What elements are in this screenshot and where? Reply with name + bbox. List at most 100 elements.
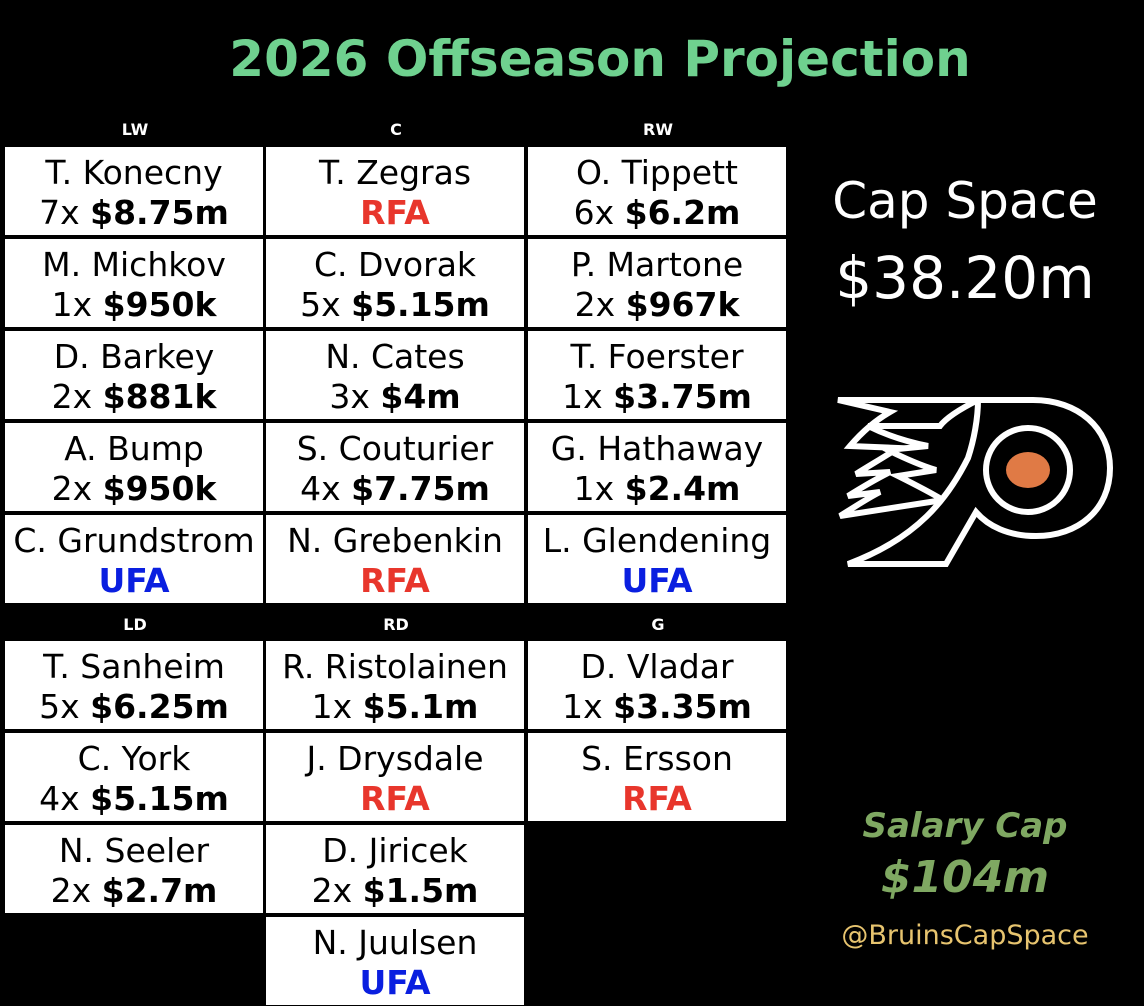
contract-amount: $6.2m (624, 193, 741, 232)
contract-status: UFA (266, 963, 524, 1003)
contract-amount: $7.75m (351, 469, 490, 508)
player-name: D. Vladar (580, 647, 734, 686)
forward-cell: D. Barkey 2x $881k (5, 331, 263, 419)
forward-cell: G. Hathaway 1x $2.4m (528, 423, 786, 511)
contract-amount: $2.4m (624, 469, 741, 508)
contract-years: 3x (329, 377, 370, 416)
player-name: L. Glendening (542, 521, 772, 560)
player-name: R. Ristolainen (282, 647, 508, 686)
defense-cell: R. Ristolainen 1x $5.1m (266, 641, 524, 729)
contract-terms: 2x $1.5m (266, 871, 524, 911)
contract-terms: 1x $2.4m (528, 469, 786, 509)
contract-terms: 5x $6.25m (5, 687, 263, 727)
player-name: N. Grebenkin (287, 521, 503, 560)
cap-space-value: $38.20m (835, 244, 1095, 312)
defense-cell: C. York 4x $5.15m (5, 733, 263, 821)
player-name: C. York (77, 739, 191, 778)
contract-amount: $1.5m (362, 871, 479, 910)
defense-cell: T. Sanheim 5x $6.25m (5, 641, 263, 729)
contract-amount: $6.25m (90, 687, 229, 726)
contract-years: 1x (562, 377, 603, 416)
header-lw: LW (121, 120, 149, 139)
contract-years: 2x (51, 469, 93, 508)
contract-terms: 7x $8.75m (5, 193, 263, 233)
contract-amount: $2.7m (101, 871, 218, 910)
player-name: S. Ersson (581, 739, 733, 778)
rfa-badge: RFA (360, 779, 430, 818)
contract-amount: $881k (102, 377, 217, 416)
contract-years: 6x (573, 193, 615, 232)
contract-amount: $967k (625, 285, 740, 324)
contract-terms: 1x $5.1m (266, 687, 524, 727)
player-name: J. Drysdale (306, 739, 484, 778)
page-title: 2026 Offseason Projection (229, 30, 971, 88)
player-name: G. Hathaway (550, 429, 764, 468)
contract-years: 2x (574, 285, 616, 324)
ufa-badge: UFA (98, 561, 170, 600)
contract-amount: $8.75m (90, 193, 229, 232)
salary-cap-value: $104m (880, 852, 1050, 903)
header-g: G (651, 615, 665, 634)
contract-status: RFA (266, 779, 524, 819)
contract-status: RFA (528, 779, 786, 819)
forward-cell: C. Dvorak 5x $5.15m (266, 239, 524, 327)
defense-cell: N. Seeler 2x $2.7m (5, 825, 263, 913)
contract-years: 2x (51, 377, 93, 416)
contract-amount: $5.15m (351, 285, 490, 324)
contract-years: 7x (39, 193, 80, 232)
contract-terms: 4x $7.75m (266, 469, 524, 509)
contract-status: UFA (5, 561, 263, 601)
contract-years: 1x (573, 469, 615, 508)
forward-cell: C. Grundstrom UFA (5, 515, 263, 603)
forward-cell: S. Couturier 4x $7.75m (266, 423, 524, 511)
forward-cell: O. Tippett 6x $6.2m (528, 147, 786, 235)
contract-years: 4x (300, 469, 341, 508)
forward-cell: L. Glendening UFA (528, 515, 786, 603)
goalie-cell: D. Vladar 1x $3.35m (528, 641, 786, 729)
ufa-badge: UFA (359, 963, 431, 1002)
contract-terms: 5x $5.15m (266, 285, 524, 325)
forward-cell: P. Martone 2x $967k (528, 239, 786, 327)
contract-amount: $3.35m (613, 687, 752, 726)
contract-years: 1x (311, 687, 353, 726)
player-name: O. Tippett (575, 153, 738, 192)
player-name: S. Couturier (296, 429, 494, 468)
contract-years: 1x (51, 285, 93, 324)
contract-terms: 2x $2.7m (5, 871, 263, 911)
contract-status: UFA (528, 561, 786, 601)
ufa-badge: UFA (621, 561, 693, 600)
cap-space-label: Cap Space (832, 172, 1098, 230)
player-name: N. Seeler (58, 831, 210, 870)
forward-cell: T. Zegras RFA (266, 147, 524, 235)
contract-status: RFA (266, 561, 524, 601)
flyers-logo-icon (837, 397, 1114, 567)
player-name: T. Zegras (318, 153, 472, 192)
contract-years: 5x (39, 687, 80, 726)
player-name: A. Bump (64, 429, 204, 468)
header-ld: LD (123, 615, 147, 634)
rfa-badge: RFA (622, 779, 692, 818)
player-name: C. Grundstrom (13, 521, 255, 560)
contract-status: RFA (266, 193, 524, 233)
contract-amount: $950k (102, 285, 217, 324)
forward-cell: T. Konecny 7x $8.75m (5, 147, 263, 235)
forward-cell: N. Grebenkin RFA (266, 515, 524, 603)
rfa-badge: RFA (360, 561, 430, 600)
player-name: D. Jiricek (322, 831, 468, 870)
contract-years: 4x (39, 779, 80, 818)
goalie-cell: S. Ersson RFA (528, 733, 786, 821)
contract-terms: 2x $950k (5, 469, 263, 509)
contract-years: 5x (300, 285, 341, 324)
twitter-handle: @BruinsCapSpace (841, 920, 1089, 951)
forward-cell: M. Michkov 1x $950k (5, 239, 263, 327)
contract-terms: 4x $5.15m (5, 779, 263, 819)
player-name: T. Konecny (45, 153, 223, 192)
header-rw: RW (643, 120, 673, 139)
contract-years: 2x (50, 871, 92, 910)
contract-terms: 1x $3.75m (528, 377, 786, 417)
defense-cell: J. Drysdale RFA (266, 733, 524, 821)
header-rd: RD (383, 615, 409, 634)
contract-terms: 1x $950k (5, 285, 263, 325)
contract-terms: 1x $3.35m (528, 687, 786, 727)
forward-cell: N. Cates 3x $4m (266, 331, 524, 419)
